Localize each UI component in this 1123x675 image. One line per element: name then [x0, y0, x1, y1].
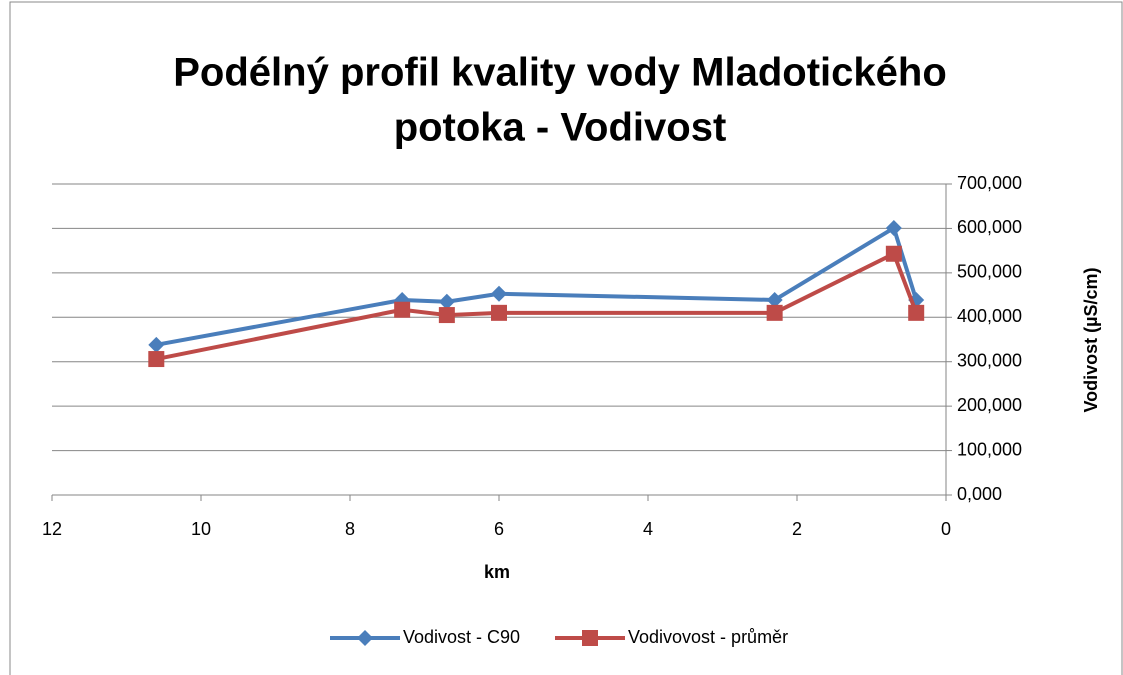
- x-tick-label: 8: [345, 519, 355, 539]
- y-tick-label: 0,000: [957, 484, 1002, 504]
- marker: [438, 307, 455, 324]
- marker: [491, 285, 507, 302]
- chart-frame: [9, 1, 1123, 675]
- legend-marker: [582, 630, 598, 646]
- x-axis-title: km: [484, 562, 510, 582]
- marker: [438, 293, 455, 310]
- legend-label: Vodivost - C90: [403, 627, 520, 647]
- marker: [148, 351, 165, 368]
- marker: [885, 245, 902, 262]
- marker: [908, 304, 925, 321]
- marker: [766, 291, 783, 308]
- y-tick-label: 700,000: [957, 173, 1022, 193]
- x-tick-label: 4: [643, 519, 653, 539]
- y-tick-label: 400,000: [957, 306, 1022, 326]
- legend-marker: [357, 630, 373, 646]
- legend-label: Vodivovost - průměr: [628, 627, 788, 647]
- y-tick-label: 100,000: [957, 439, 1022, 459]
- chart-title: Podélný profil kvality vody Mladotického: [173, 51, 947, 95]
- marker: [766, 304, 783, 321]
- y-tick-label: 600,000: [957, 217, 1022, 237]
- x-tick-label: 0: [941, 519, 951, 539]
- x-tick-label: 10: [191, 519, 211, 539]
- y-tick-label: 500,000: [957, 262, 1022, 282]
- x-tick-label: 12: [42, 519, 62, 539]
- marker: [885, 219, 902, 236]
- marker: [148, 336, 165, 353]
- x-tick-label: 2: [792, 519, 802, 539]
- chart-title: potoka - Vodivost: [394, 106, 727, 150]
- y-tick-label: 300,000: [957, 350, 1022, 370]
- y-tick-label: 200,000: [957, 395, 1022, 415]
- y-axis-title: Vodivost (µS/cm): [1081, 267, 1101, 412]
- x-tick-label: 6: [494, 519, 504, 539]
- marker: [394, 301, 411, 318]
- marker: [491, 304, 507, 321]
